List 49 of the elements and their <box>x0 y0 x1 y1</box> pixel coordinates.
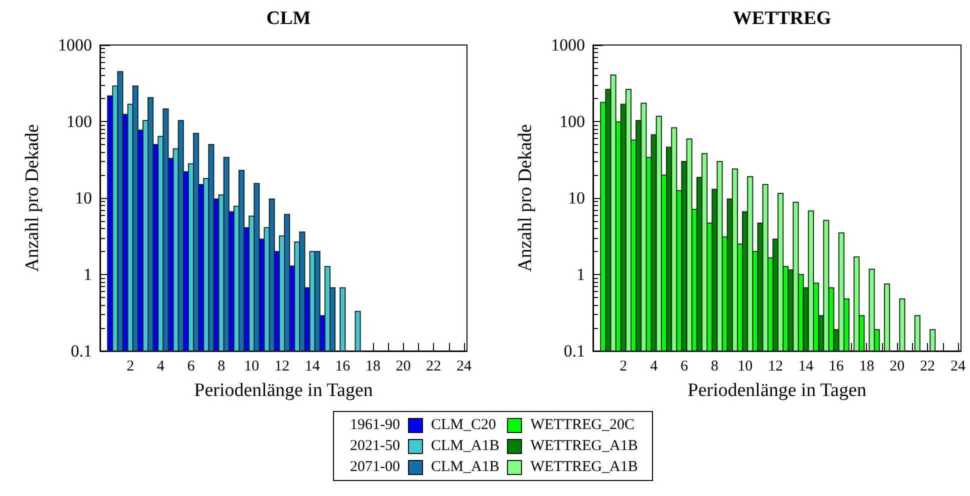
x-tick-label: 16 <box>335 358 351 374</box>
legend-label: WETTREG_A1B <box>529 437 639 456</box>
x-tick-label: 16 <box>828 358 844 374</box>
x-tick-label: 4 <box>156 358 165 374</box>
x-tick-label: 8 <box>218 358 226 374</box>
chart-title: CLM <box>266 8 311 29</box>
y-tick-label: 10 <box>75 188 92 208</box>
text: 2021-50 <box>349 437 401 456</box>
x-tick-label: 14 <box>798 358 814 374</box>
x-tick-label: 10 <box>738 358 753 374</box>
x-tick-label: 22 <box>426 358 442 374</box>
y-axis-title: Anzahl pro Dekade <box>515 124 536 272</box>
y-tick-label: 0.1 <box>70 342 92 360</box>
y-tick-label: 0.1 <box>564 342 585 360</box>
x-tick-label: 2 <box>620 358 628 374</box>
x-tick-label: 8 <box>710 358 718 374</box>
x-tick-label: 22 <box>920 358 936 374</box>
x-tick-label: 10 <box>244 358 260 374</box>
x-tick-label: 2 <box>126 358 134 374</box>
legend-label: CLM_C20 <box>430 416 498 435</box>
legend-label: CLM_A1B <box>430 437 500 456</box>
legend-label: WETTREG_A1B <box>529 458 639 477</box>
x-axis-title: Periodenlänge in Tagen <box>194 380 374 401</box>
legend-label: WETTREG_20C <box>529 416 636 435</box>
x-tick-label: 4 <box>650 358 658 374</box>
y-tick-label: 100 <box>66 112 92 131</box>
x-tick-label: 24 <box>950 358 966 374</box>
y-axis-title: Anzahl pro Dekade <box>22 124 43 272</box>
y-tick-label: 1 <box>84 265 92 284</box>
text: 2071-00 <box>349 458 401 477</box>
x-axis-title: Periodenlänge in Tagen <box>688 380 867 401</box>
legend-label: CLM_A1B <box>430 458 500 477</box>
x-tick-label: 24 <box>456 358 472 374</box>
y-tick-label: 1000 <box>58 36 92 54</box>
chart-title: WETTREG <box>732 8 832 29</box>
x-tick-label: 14 <box>304 358 320 374</box>
x-tick-label: 18 <box>859 358 874 374</box>
x-tick-label: 6 <box>680 358 688 374</box>
x-tick-label: 12 <box>768 358 783 374</box>
x-tick-label: 6 <box>187 358 196 374</box>
x-tick-label: 20 <box>890 358 905 374</box>
x-tick-label: 18 <box>365 358 380 374</box>
x-tick-label: 12 <box>274 358 290 374</box>
text: 1961-90 <box>349 416 401 435</box>
y-tick-label: 100 <box>560 112 585 131</box>
y-tick-label: 1 <box>576 265 585 284</box>
x-tick-label: 20 <box>396 358 411 374</box>
y-tick-label: 1000 <box>551 36 585 54</box>
y-tick-label: 10 <box>568 188 585 208</box>
